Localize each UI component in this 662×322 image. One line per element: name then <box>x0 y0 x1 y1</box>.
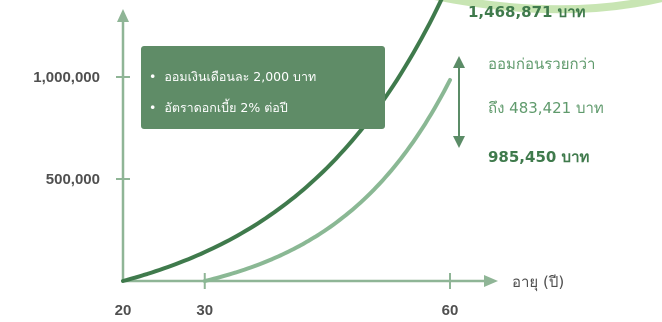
difference-arrow-top-head <box>453 56 465 68</box>
info-line-monthly-saving: • ออมเงินเดือนละ 2,000 บาท <box>149 69 317 84</box>
series-line-2 <box>202 78 452 283</box>
y-tick-label: 500,000 <box>46 171 100 188</box>
difference-label-line2: ถึง 483,421 บาท <box>488 99 604 117</box>
info-line-monthly-saving-text: ออมเงินเดือนละ 2,000 บาท <box>164 69 317 84</box>
difference-arrow-bottom-head <box>453 136 465 148</box>
x-tick-label: 20 <box>115 302 132 319</box>
low-value-label: 985,450 บาท <box>488 148 590 166</box>
y-axis-arrowhead <box>117 9 129 22</box>
savings-info-box: • ออมเงินเดือนละ 2,000 บาท • อัตราดอกเบี… <box>141 46 385 129</box>
info-line-interest-rate-text: อัตราดอกเบี้ย 2% ต่อปี <box>164 100 288 115</box>
difference-label-line1: ออมก่อนรวยกว่า <box>488 55 596 73</box>
x-axis-title: อายุ (ปี) <box>512 273 564 292</box>
x-tick-label: 30 <box>196 302 213 319</box>
y-tick-label: 1,000,000 <box>33 69 100 86</box>
x-tick-label: 60 <box>442 302 459 319</box>
info-line-interest-rate: • อัตราดอกเบี้ย 2% ต่อปี <box>149 100 288 115</box>
decorative-arc <box>434 0 662 14</box>
top-value-label: 1,468,871 บาท <box>468 3 586 21</box>
x-axis-arrowhead <box>484 275 498 287</box>
series-line-1 <box>121 0 444 283</box>
